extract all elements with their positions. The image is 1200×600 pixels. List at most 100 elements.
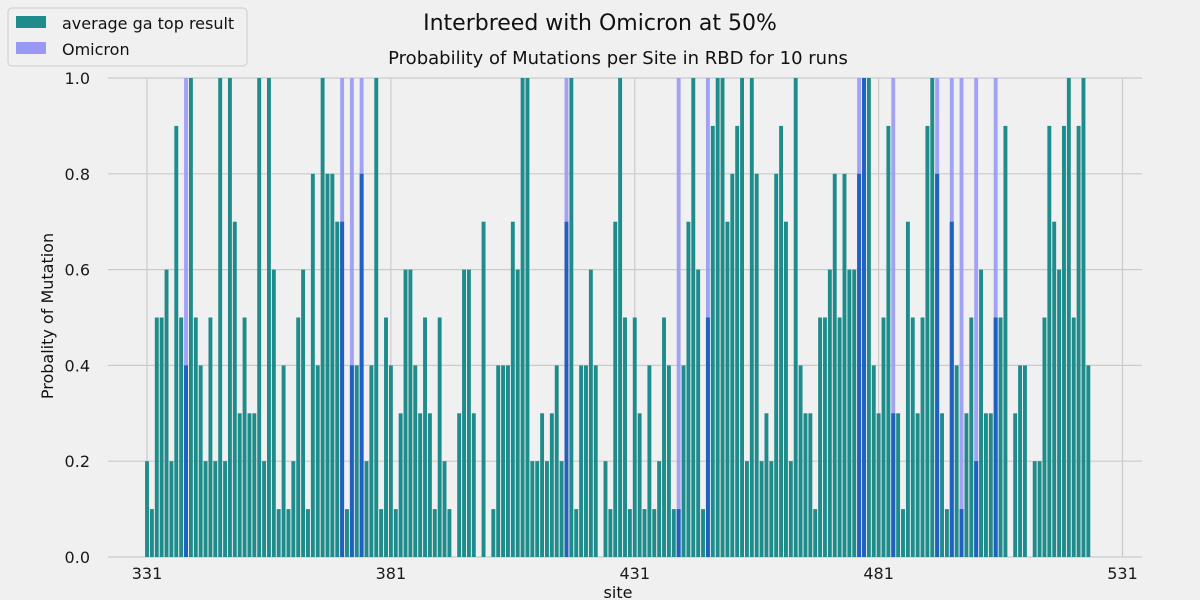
ga-bar (520, 78, 525, 557)
ga-bar (388, 365, 393, 557)
ga-bar (427, 413, 432, 557)
ga-bar (715, 78, 720, 557)
legend-label-omicron: Omicron (62, 40, 130, 59)
legend-swatch-omicron (16, 42, 46, 54)
ga-bar (154, 317, 159, 557)
ga-bar (798, 365, 803, 557)
ga-bar (393, 509, 398, 557)
ga-bar (691, 78, 696, 557)
ga-bar (910, 317, 915, 557)
ga-bar (662, 317, 666, 557)
ga-bar (1086, 365, 1091, 557)
ga-bar (369, 365, 374, 557)
omicron-bar (974, 78, 979, 557)
ga-bar (306, 509, 310, 557)
ga-bar (1047, 125, 1052, 558)
ga-bar (462, 269, 466, 557)
bars (145, 78, 1091, 558)
ga-bar (384, 317, 388, 557)
ga-bar (774, 173, 779, 558)
legend-frame (7, 7, 248, 67)
ga-bar (188, 78, 193, 557)
overlap-bar (359, 173, 364, 558)
ga-bar (335, 221, 340, 557)
ga-bar (588, 269, 593, 557)
ga-bar (364, 461, 369, 557)
ga-bar (193, 317, 198, 557)
ga-bar (545, 461, 549, 557)
ga-bar (969, 317, 974, 557)
ga-bar (447, 509, 452, 557)
x-axis-label: site (604, 583, 633, 600)
ga-bar (832, 173, 837, 558)
ga-bar (613, 221, 618, 557)
ga-bar (496, 365, 501, 557)
ga-bar (710, 125, 715, 558)
chart-title: Probability of Mutations per Site in RBD… (388, 48, 848, 69)
overlap-bar (184, 365, 188, 557)
ga-bar (886, 125, 891, 558)
ga-bar (983, 413, 988, 557)
legend: average ga top result Omicron (7, 7, 248, 67)
ga-bar (213, 461, 218, 557)
ga-bar (208, 317, 213, 557)
ga-bar (1032, 461, 1037, 557)
ga-bar (418, 413, 423, 557)
ga-bar (647, 365, 652, 557)
ga-bar (618, 78, 623, 557)
ga-bar (696, 269, 701, 557)
overlap-bar (705, 317, 710, 557)
y-tick-label: 1.0 (65, 69, 90, 88)
ga-bar (291, 461, 296, 557)
ga-bar (1076, 125, 1081, 558)
ga-bar (232, 221, 237, 557)
ga-bar (471, 413, 476, 557)
overlap-bar (862, 78, 866, 557)
ga-bar (784, 221, 788, 557)
ga-bar (637, 413, 642, 557)
overlap-bar (949, 221, 954, 557)
ga-bar (301, 269, 306, 557)
ga-bar (964, 413, 969, 557)
ga-bar (823, 317, 827, 557)
ga-bar (437, 317, 442, 557)
ga-bar (491, 509, 496, 557)
ga-bar (837, 317, 842, 557)
ga-bar (267, 78, 271, 557)
ga-bar (979, 269, 983, 557)
ga-bar (345, 509, 349, 557)
ga-bar (730, 173, 735, 558)
ga-bar (1071, 317, 1076, 557)
ga-bar (159, 317, 164, 557)
ga-bar (954, 365, 959, 557)
figure-suptitle: Interbreed with Omicron at 50% (423, 11, 777, 36)
ga-bar (559, 461, 564, 557)
ga-bar (720, 78, 725, 557)
ga-bar (584, 365, 588, 557)
ga-bar (725, 221, 730, 557)
ga-bar (169, 461, 174, 557)
ga-bar (779, 125, 784, 558)
ga-bar (1003, 125, 1008, 558)
ga-bar (481, 221, 486, 557)
ga-bar (403, 269, 408, 557)
y-tick-label: 0.0 (65, 548, 90, 567)
x-tick-label: 481 (863, 564, 894, 583)
ga-bar (145, 461, 149, 557)
ga-bar (579, 365, 584, 557)
ga-bar (642, 509, 647, 557)
ga-bar (623, 317, 627, 557)
ga-bar (320, 78, 325, 557)
ga-bar (749, 78, 754, 557)
ga-bar (608, 509, 613, 557)
ga-bar (764, 413, 769, 557)
ga-bar (1042, 317, 1047, 557)
ga-bar (671, 509, 676, 557)
ga-bar (925, 125, 930, 558)
ga-bar (998, 317, 1003, 557)
ga-bar (227, 78, 232, 557)
ga-bar (876, 413, 881, 557)
overlap-bar (857, 173, 862, 558)
ga-bar (842, 173, 847, 558)
ga-bar (423, 317, 427, 557)
